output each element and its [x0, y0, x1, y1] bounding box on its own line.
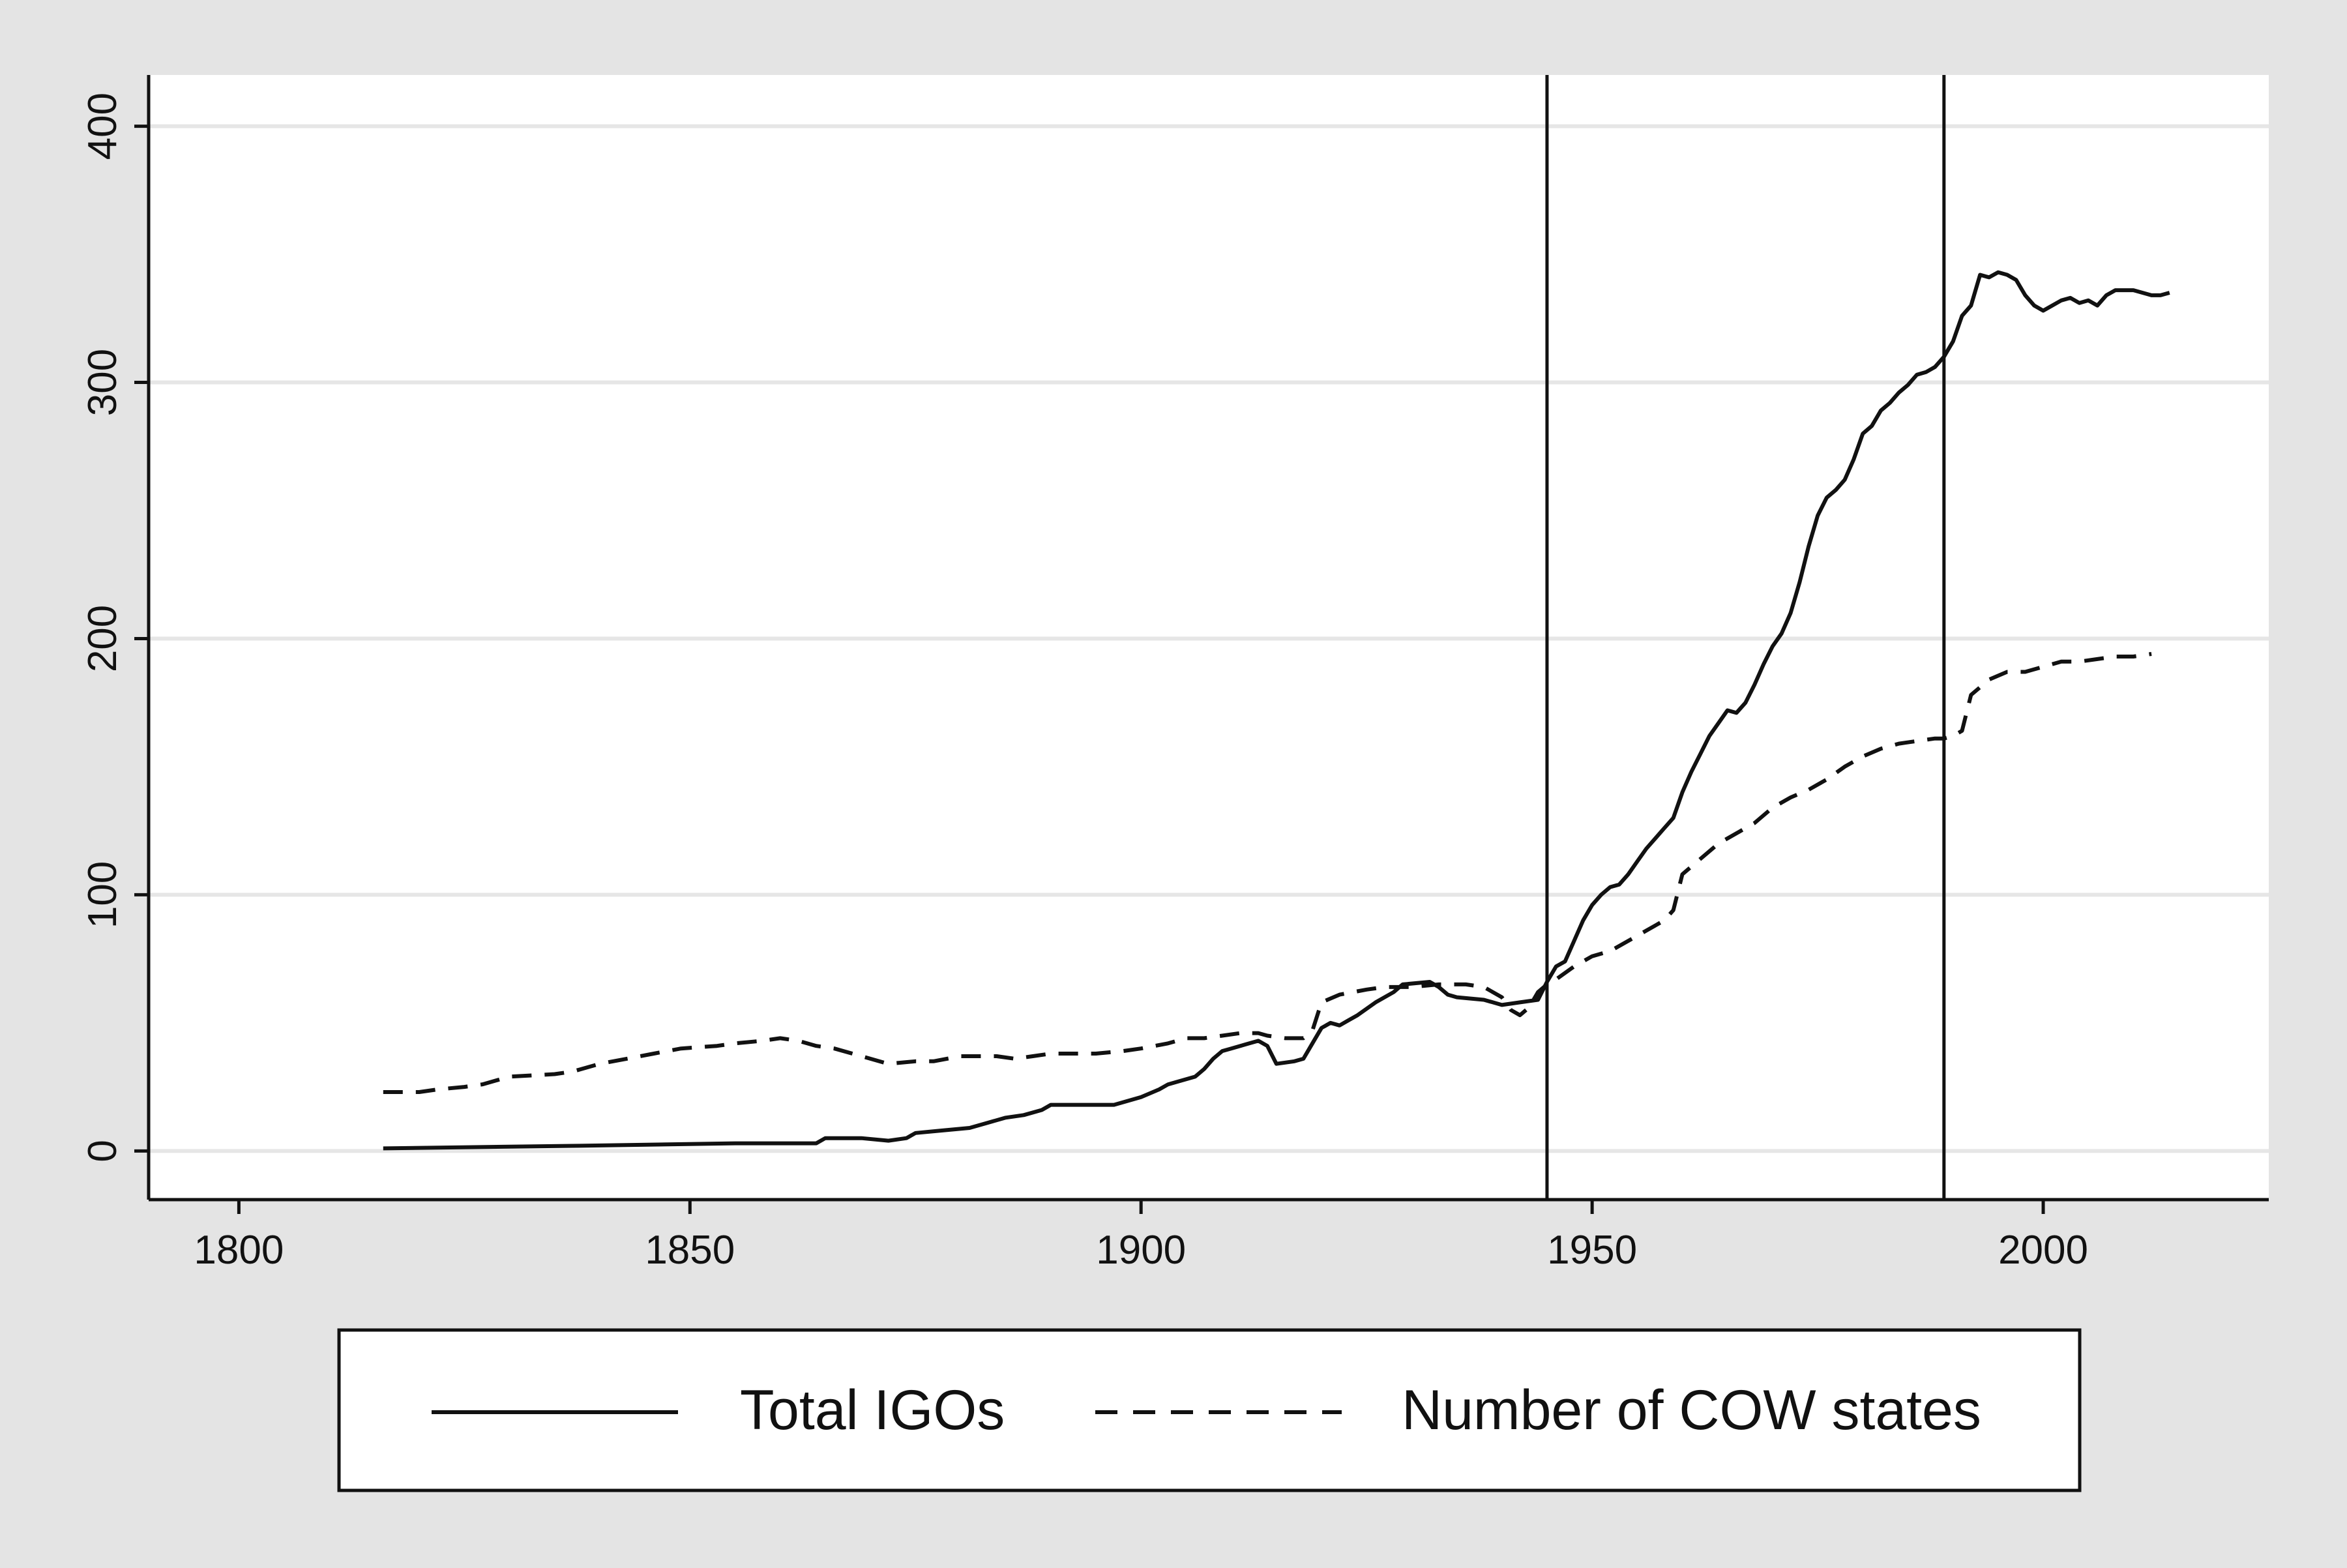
legend-label-total-igos: Total IGOs: [740, 1379, 1005, 1442]
y-tick-label-200: 200: [80, 605, 125, 672]
series-line-cow-states: [383, 652, 2152, 1094]
legend: Total IGOs Number of COW states: [337, 1328, 2082, 1492]
series-line-total-igos: [383, 270, 2170, 1151]
y-tick-label-100: 100: [80, 861, 125, 928]
x-tick-label-1850: 1850: [645, 1228, 735, 1273]
x-tick-label-1800: 1800: [194, 1228, 284, 1273]
y-tick-label-400: 400: [80, 93, 125, 160]
x-tick-label-1900: 1900: [1096, 1228, 1186, 1273]
axes-layer: 0 100 200 300 400 1800 1850 1900 1950 2000: [80, 75, 2269, 1273]
x-tick-label-1950: 1950: [1547, 1228, 1637, 1273]
series-layer: [383, 270, 2170, 1151]
grid-layer: [149, 124, 2269, 1153]
legend-label-cow-states: Number of COW states: [1402, 1379, 1981, 1442]
reference-lines: [1545, 75, 1946, 1200]
x-tick-label-2000: 2000: [1998, 1228, 2088, 1273]
y-tick-label-0: 0: [80, 1140, 125, 1162]
y-tick-label-300: 300: [80, 349, 125, 416]
